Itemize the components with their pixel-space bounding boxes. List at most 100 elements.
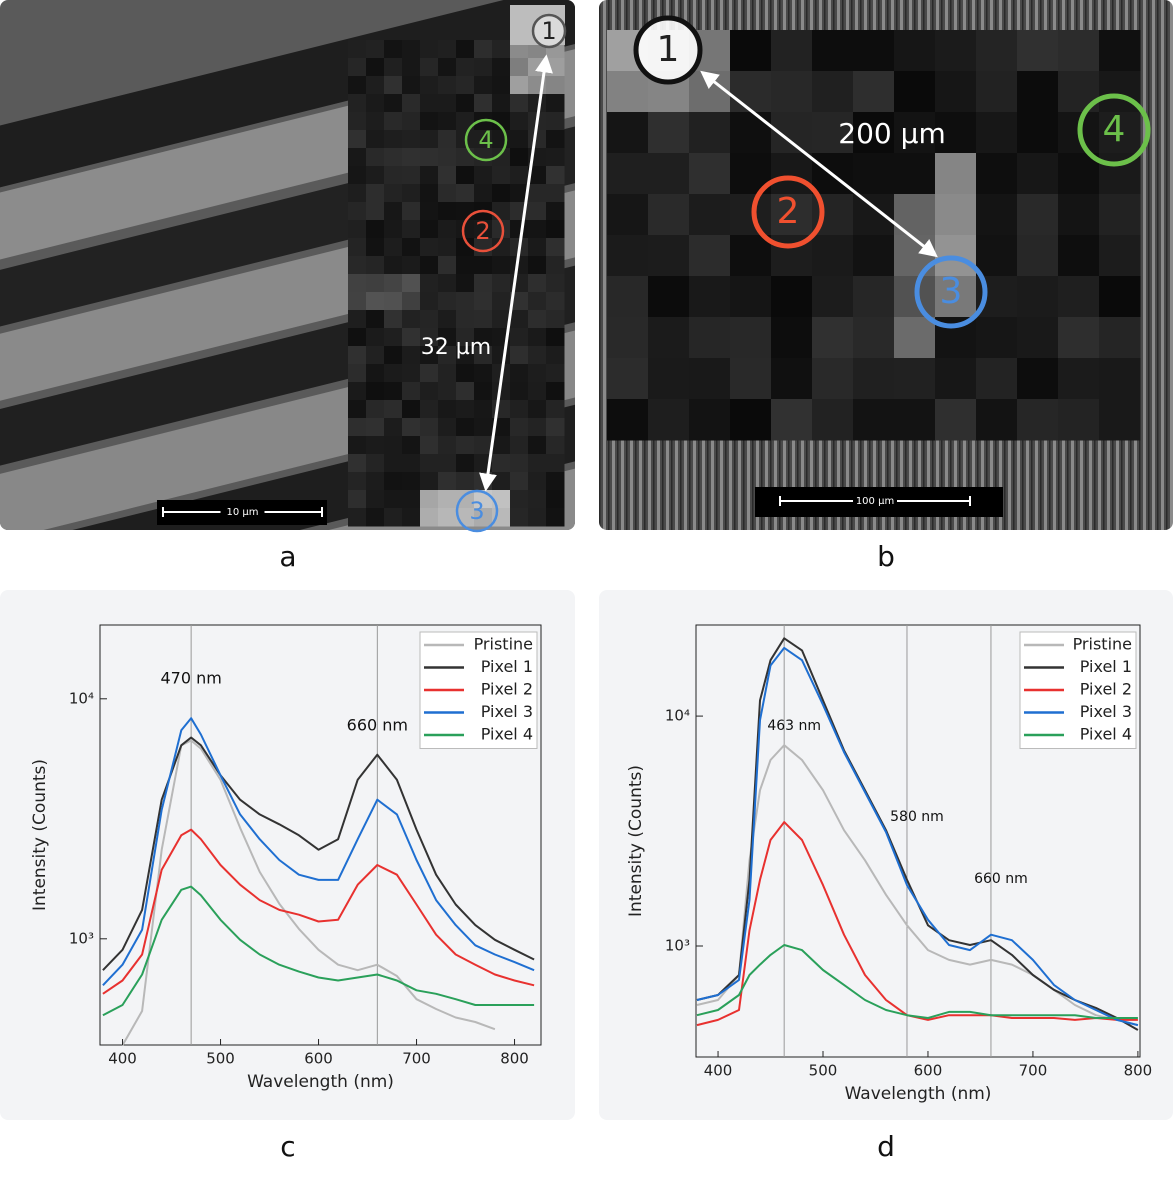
marker-label: 1	[541, 17, 556, 45]
pixel	[474, 184, 493, 203]
scale-bg	[853, 494, 897, 508]
pixel	[438, 238, 457, 257]
pixel	[546, 382, 565, 401]
pixel	[894, 30, 936, 72]
pixel	[384, 418, 403, 437]
pixel	[420, 418, 439, 437]
pixel	[438, 184, 457, 203]
x-tick-label: 500	[206, 1050, 235, 1068]
pixel	[438, 148, 457, 167]
pixel	[348, 220, 367, 239]
pixel	[528, 400, 547, 419]
pixel	[348, 400, 367, 419]
series-line	[102, 885, 535, 1017]
pixel	[510, 94, 529, 113]
pixel	[894, 71, 936, 113]
pixel	[402, 130, 421, 149]
pixel	[853, 399, 895, 441]
pixel	[384, 256, 403, 275]
pixel	[384, 130, 403, 149]
pixel	[510, 472, 529, 491]
pixel	[384, 382, 403, 401]
series-line	[102, 717, 535, 986]
pixel	[348, 508, 367, 527]
pixel	[474, 382, 493, 401]
pixel	[402, 148, 421, 167]
pixel	[492, 436, 511, 455]
x-tick-label: 500	[809, 1062, 838, 1080]
pixel	[492, 454, 511, 473]
pixel	[510, 76, 529, 95]
pixel	[546, 508, 565, 527]
pixel	[438, 220, 457, 239]
pixel	[366, 364, 385, 383]
pixel	[510, 418, 529, 437]
marker-circle	[464, 118, 508, 162]
pixel	[348, 112, 367, 131]
pixel	[384, 166, 403, 185]
pixel	[402, 382, 421, 401]
pixel	[689, 194, 731, 236]
pixel	[438, 418, 457, 437]
pixel	[348, 274, 367, 293]
pixel	[384, 238, 403, 257]
marker-label: 1	[657, 29, 680, 70]
series-line	[696, 637, 1139, 1031]
pixel	[384, 328, 403, 347]
pixel	[456, 184, 475, 203]
pixel	[456, 418, 475, 437]
y-tick-label: 10⁴	[665, 707, 690, 725]
pixel	[402, 184, 421, 203]
pixel	[546, 112, 565, 131]
legend-label: Pixel 2	[1080, 680, 1132, 699]
pixel	[894, 317, 936, 359]
pixel	[1017, 358, 1059, 400]
pixel	[456, 166, 475, 185]
pixel	[1058, 153, 1100, 195]
pixel	[648, 358, 690, 400]
pixel	[420, 148, 439, 167]
pixel	[456, 472, 475, 491]
pixel	[384, 220, 403, 239]
pixel	[384, 472, 403, 491]
pixel	[438, 346, 457, 365]
pixel	[492, 346, 511, 365]
pixel	[894, 276, 936, 318]
pixel	[528, 238, 547, 257]
distance-label: 32 µm	[421, 335, 491, 360]
pixel	[438, 382, 457, 401]
pixel	[771, 71, 813, 113]
pixel	[420, 490, 439, 509]
pixel	[546, 346, 565, 365]
pixel	[420, 328, 439, 347]
pixel	[420, 310, 439, 329]
pixel	[474, 292, 493, 311]
pixel	[492, 256, 511, 275]
pixel	[456, 382, 475, 401]
distance-arrow	[700, 70, 938, 258]
pixel	[438, 76, 457, 95]
pixel	[1017, 112, 1059, 154]
pixel	[384, 400, 403, 419]
pixel	[402, 274, 421, 293]
pixel	[648, 153, 690, 195]
pixel	[528, 94, 547, 113]
pixel	[456, 58, 475, 77]
pixel	[853, 276, 895, 318]
pixel	[438, 256, 457, 275]
pixel	[456, 40, 475, 59]
pixel	[420, 364, 439, 383]
pixel	[1099, 30, 1141, 72]
pixel	[546, 148, 565, 167]
pixel	[366, 292, 385, 311]
marker-label: 4	[1103, 109, 1126, 150]
pixel	[474, 256, 493, 275]
y-tick-label: 10³	[69, 929, 94, 947]
pixel	[402, 238, 421, 257]
pixel	[384, 292, 403, 311]
pixel	[546, 184, 565, 203]
pixel	[528, 274, 547, 293]
annotation: 470 nm	[160, 669, 221, 688]
pixel	[402, 76, 421, 95]
pixel	[812, 235, 854, 277]
